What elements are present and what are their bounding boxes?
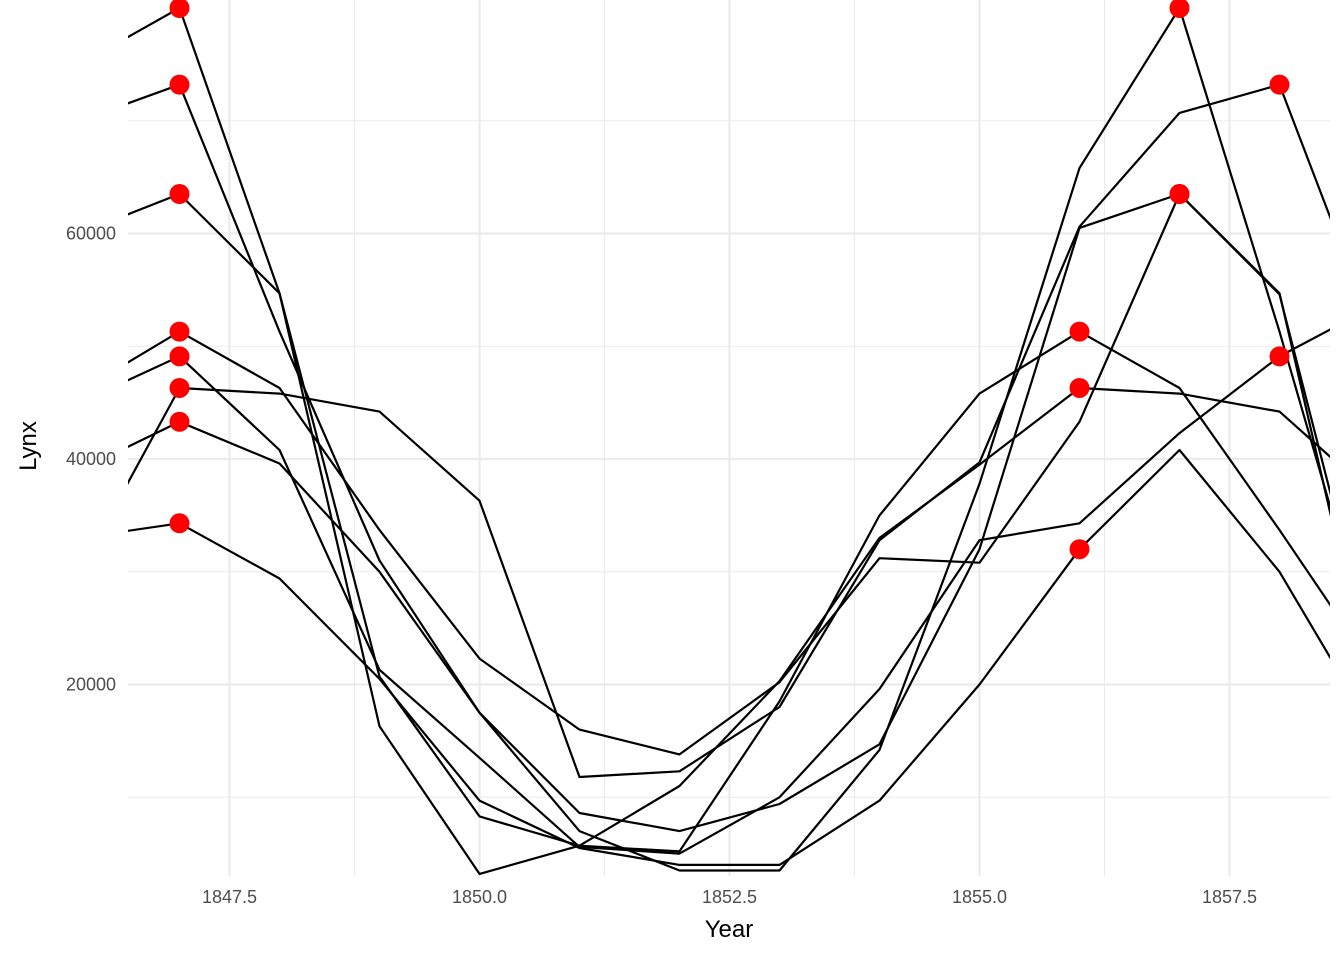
series-lines: [128, 6, 1330, 876]
peak-marker: [1069, 539, 1090, 560]
plot-area: [128, 0, 1330, 876]
major-gridlines: [128, 0, 1330, 876]
series-line-1: [128, 6, 1330, 853]
series-line-4: [128, 192, 1330, 756]
peak-marker: [1269, 74, 1290, 95]
series-line-7: [128, 192, 1330, 833]
peak-marker: [1169, 184, 1190, 205]
peak-marker: [169, 411, 190, 432]
series-line-3: [128, 192, 1330, 876]
x-axis-tick-labels: 1847.5 1850.0 1852.5 1855.0 1857.5: [202, 887, 1257, 907]
peak-marker: [169, 321, 190, 342]
x-axis-title: Year: [705, 916, 754, 943]
series-line-5: [128, 328, 1330, 855]
y-tick-label: 20000: [66, 675, 116, 695]
x-tick-label: 1852.5: [702, 887, 757, 907]
series-line-8: [128, 448, 1330, 867]
y-tick-label: 60000: [66, 224, 116, 244]
peak-marker: [169, 346, 190, 367]
peak-marker: [169, 513, 190, 534]
peak-marker: [1269, 346, 1290, 367]
peak-marker: [169, 0, 190, 18]
peak-marker: [1069, 321, 1090, 342]
peak-marker: [169, 377, 190, 398]
peak-marker: [1069, 377, 1090, 398]
x-tick-label: 1855.0: [952, 887, 1007, 907]
y-axis-title: Lynx: [15, 421, 42, 471]
y-axis-tick-labels: 20000 40000 60000: [66, 224, 116, 695]
y-tick-label: 40000: [66, 449, 116, 469]
x-tick-label: 1850.0: [452, 887, 507, 907]
series-line-6: [128, 83, 1330, 779]
peak-markers: [169, 0, 1290, 560]
peak-marker: [169, 184, 190, 205]
x-tick-label: 1847.5: [202, 887, 257, 907]
peak-marker: [1169, 0, 1190, 18]
peak-marker: [169, 74, 190, 95]
x-tick-label: 1857.5: [1202, 887, 1257, 907]
